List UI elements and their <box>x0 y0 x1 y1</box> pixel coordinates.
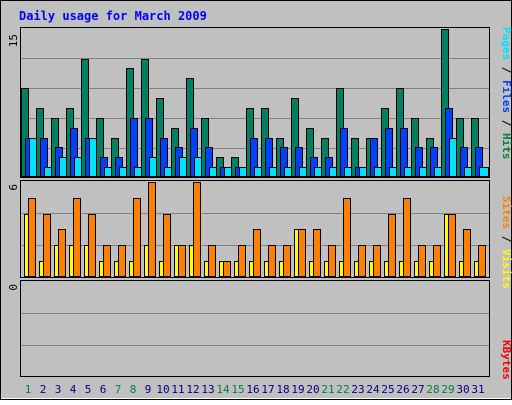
kbytes-panel: 0 KBytes <box>7 280 512 380</box>
bar-sites-day-11 <box>178 245 186 277</box>
bar-sites-day-8 <box>133 198 141 277</box>
bar-sites-day-4 <box>73 198 81 277</box>
bar-sites-day-31 <box>478 245 486 277</box>
x-tick-label-day-30: 30 <box>456 383 469 396</box>
x-tick-label-day-7: 7 <box>115 383 122 396</box>
bar-sites-day-1 <box>28 198 36 277</box>
legend-entry: / <box>500 113 512 133</box>
hits-files-pages-panel: 15 Pages / Files / Hits <box>7 27 512 178</box>
x-tick-label-day-6: 6 <box>100 383 107 396</box>
legend-entry: Hits <box>500 133 512 160</box>
bar-pages-day-31 <box>479 167 489 177</box>
bar-sites-day-10 <box>163 214 171 277</box>
panel-border <box>20 280 490 377</box>
x-tick-label-day-15: 15 <box>231 383 244 396</box>
x-tick-label-day-27: 27 <box>411 383 424 396</box>
x-tick-label-day-29: 29 <box>441 383 454 396</box>
bar-sites-day-16 <box>253 229 261 277</box>
x-tick-label-day-25: 25 <box>381 383 394 396</box>
x-tick-label-day-1: 1 <box>25 383 32 396</box>
legend-entry: Sites <box>500 196 512 229</box>
bar-sites-day-5 <box>88 214 96 277</box>
x-tick-label-day-22: 22 <box>336 383 349 396</box>
bar-sites-day-29 <box>448 214 456 277</box>
bar-sites-day-3 <box>58 229 66 277</box>
ymax-label: 6 <box>7 184 20 191</box>
bar-sites-day-7 <box>118 245 126 277</box>
x-tick-label-day-4: 4 <box>70 383 77 396</box>
bar-sites-day-21 <box>328 245 336 277</box>
bar-sites-day-20 <box>313 229 321 277</box>
legend-entry: Files <box>500 80 512 113</box>
x-tick-label-day-19: 19 <box>291 383 304 396</box>
x-tick-label-day-23: 23 <box>351 383 364 396</box>
legend-entry: Pages <box>500 27 512 60</box>
bar-sites-day-28 <box>433 245 441 277</box>
ymax-label: 15 <box>7 34 20 47</box>
bar-sites-day-24 <box>373 245 381 277</box>
x-tick-label-day-16: 16 <box>246 383 259 396</box>
ymax-label: 0 <box>7 284 20 291</box>
x-tick-label-day-3: 3 <box>55 383 62 396</box>
bar-sites-day-19 <box>298 229 306 277</box>
bar-sites-day-12 <box>193 182 201 277</box>
bar-sites-day-18 <box>283 245 291 277</box>
panel-legend: Pages / Files / Hits <box>500 27 512 160</box>
legend-entry: / <box>500 60 512 80</box>
x-tick-label-day-26: 26 <box>396 383 409 396</box>
legend-entry: KBytes <box>500 340 512 380</box>
chart-title: Daily usage for March 2009 <box>19 9 207 23</box>
x-tick-label-day-2: 2 <box>40 383 47 396</box>
x-tick-label-day-20: 20 <box>306 383 319 396</box>
bar-sites-day-13 <box>208 245 216 277</box>
x-tick-label-day-10: 10 <box>156 383 169 396</box>
x-tick-label-day-28: 28 <box>426 383 439 396</box>
x-tick-label-day-14: 14 <box>216 383 230 396</box>
x-tick-label-day-11: 11 <box>171 383 184 396</box>
x-tick-label-day-12: 12 <box>186 383 199 396</box>
x-tick-label-day-5: 5 <box>85 383 92 396</box>
x-tick-label-day-17: 17 <box>261 383 274 396</box>
x-tick-label-day-9: 9 <box>145 383 152 396</box>
panel-bars <box>24 182 486 277</box>
panel-legend: KBytes <box>500 340 512 380</box>
bar-sites-day-27 <box>418 245 426 277</box>
bar-sites-day-22 <box>343 198 351 277</box>
x-tick-label-day-21: 21 <box>321 383 334 396</box>
x-axis-labels: 1 2 3 4 5 6 7 8 9 10 11 12 13 14 15 16 17 18 19 20 21 22 23 24 2… <box>25 383 485 396</box>
bar-sites-day-26 <box>403 198 411 277</box>
panel-grid <box>21 313 489 346</box>
bar-sites-day-30 <box>463 229 471 277</box>
bar-sites-day-25 <box>388 214 396 277</box>
bar-sites-day-23 <box>358 245 366 277</box>
x-tick-label-day-24: 24 <box>366 383 380 396</box>
bar-sites-day-2 <box>43 214 51 277</box>
x-tick-label-day-18: 18 <box>276 383 289 396</box>
legend-entry: Visits <box>500 249 512 289</box>
x-tick-label-day-8: 8 <box>130 383 137 396</box>
x-tick-label-day-13: 13 <box>201 383 214 396</box>
x-tick-label-day-31: 31 <box>471 383 484 396</box>
bar-sites-day-14 <box>223 261 231 277</box>
bar-sites-day-9 <box>148 182 156 277</box>
bar-sites-day-6 <box>103 245 111 277</box>
bar-sites-day-15 <box>238 245 246 277</box>
bar-sites-day-17 <box>268 245 276 277</box>
legend-entry: / <box>500 229 512 249</box>
panel-legend: Sites / Visits <box>500 196 512 289</box>
panel-bars <box>21 29 489 177</box>
sites-visits-panel: 6 Sites / Visits <box>7 180 512 289</box>
